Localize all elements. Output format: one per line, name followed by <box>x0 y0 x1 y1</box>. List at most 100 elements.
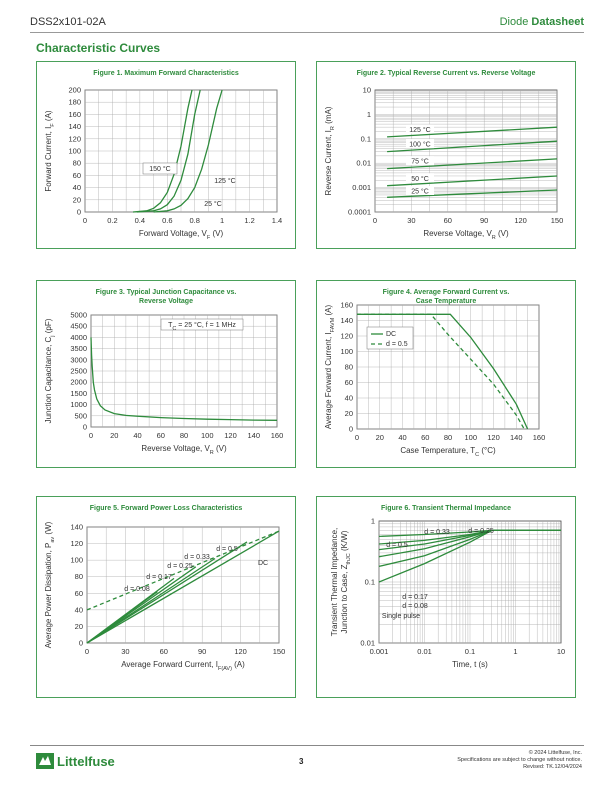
chart-title: Figure 6. Transient Thermal Impedance <box>381 505 511 512</box>
chart-title: Figure 2. Typical Reverse Current vs. Re… <box>357 70 536 77</box>
curve-annotation: d = 0.25 <box>468 528 494 535</box>
y-tick-label: 3000 <box>70 355 87 364</box>
chart-title: Figure 5. Forward Power Loss Characteris… <box>90 505 243 512</box>
y-tick-label: 0.1 <box>361 134 371 143</box>
x-tick-label: 0.8 <box>189 216 199 225</box>
curve-annotation: d = 0.17 <box>146 574 172 581</box>
x-tick-label: 40 <box>133 431 141 440</box>
x-tick-label: 60 <box>444 216 452 225</box>
y-tick-label: 2500 <box>70 367 87 376</box>
curve-annotation: 75 °C <box>411 158 429 166</box>
y-tick-label: 0.01 <box>360 639 375 648</box>
figure-1-panel: Figure 1. Maximum Forward Characteristic… <box>36 61 296 249</box>
series-line <box>387 140 558 153</box>
littelfuse-logo: Littelfuse <box>36 752 115 770</box>
x-tick-label: 100 <box>464 433 477 442</box>
logo-text: Littelfuse <box>57 753 115 769</box>
series-line <box>387 158 558 170</box>
annotation-box <box>406 156 434 166</box>
curve-annotation: 125 °C <box>409 126 430 134</box>
x-tick-label: 60 <box>157 431 165 440</box>
x-axis-label: Average Forward Current, IF(AV) (A) <box>121 660 245 672</box>
y-tick-label: 40 <box>345 394 353 403</box>
y-tick-label: 200 <box>68 86 81 95</box>
document-type: Diode Datasheet <box>500 16 584 28</box>
header-divider <box>30 32 584 33</box>
chart-figure-6: Figure 6. Transient Thermal Impedance 0.0… <box>330 505 565 669</box>
x-axis-label: Reverse Voltage, VR (V) <box>423 229 509 241</box>
y-tick-label: 1 <box>371 517 375 526</box>
chart-figure-3: Figure 3. Typical Junction Capacitance v… <box>44 289 284 456</box>
y-axis-label: Average Forward Current, IFAVM (A) <box>324 305 336 430</box>
x-tick-label: 140 <box>510 433 523 442</box>
x-tick-label: 0.01 <box>417 647 432 656</box>
x-tick-label: 30 <box>121 647 129 656</box>
x-axis-label: Case Temperature, TC (°C) <box>400 446 496 458</box>
legend-label-dc: DC <box>386 331 396 338</box>
section-title: Characteristic Curves <box>36 41 161 55</box>
series-line <box>357 313 529 430</box>
x-tick-label: 0.1 <box>465 647 475 656</box>
annotation-box <box>160 318 244 331</box>
footer-notice: © 2024 Littelfuse, Inc. Specifications a… <box>457 750 582 771</box>
y-tick-label: 500 <box>74 411 87 420</box>
x-tick-label: 150 <box>551 216 564 225</box>
x-tick-label: 20 <box>376 433 384 442</box>
y-tick-label: 120 <box>70 539 83 548</box>
series-line <box>90 337 278 421</box>
figure-5-panel: Figure 5. Forward Power Loss Characteris… <box>36 496 296 698</box>
x-tick-label: 90 <box>480 216 488 225</box>
curve-annotation: 125 °C <box>214 177 235 185</box>
y-tick-label: 60 <box>73 171 81 180</box>
y-tick-label: 140 <box>70 523 83 532</box>
curve-annotation: Single pulse <box>382 613 420 620</box>
x-tick-label: 1.4 <box>272 216 282 225</box>
curve-annotation: d = 0.08 <box>124 586 150 593</box>
y-tick-label: 0 <box>349 425 353 434</box>
curve-annotation: 50 °C <box>411 175 429 183</box>
x-tick-label: 90 <box>198 647 206 656</box>
annotation-box <box>406 139 434 149</box>
x-tick-label: 40 <box>398 433 406 442</box>
chart-figure-2: Figure 2. Typical Reverse Current vs. Re… <box>324 70 564 241</box>
figure-2-panel: Figure 2. Typical Reverse Current vs. Re… <box>316 61 576 249</box>
curve-annotation: d = 0.5 <box>216 546 238 553</box>
littelfuse-logo-icon <box>36 753 54 769</box>
chart-title-line-2: Case Temperature <box>416 298 477 305</box>
x-tick-label: 0.6 <box>162 216 172 225</box>
y-tick-label: 120 <box>340 332 353 341</box>
x-tick-label: 1 <box>513 647 517 656</box>
x-tick-label: 100 <box>201 431 214 440</box>
y-tick-label: 140 <box>68 122 81 131</box>
x-tick-label: 0.4 <box>135 216 145 225</box>
y-tick-label: 40 <box>75 605 83 614</box>
y-tick-label: 10 <box>363 86 371 95</box>
y-axis-label: Junction Capacitance, Cj (pF) <box>44 318 56 423</box>
y-tick-label: 160 <box>340 301 353 310</box>
x-tick-label: 140 <box>247 431 260 440</box>
x-tick-label: 10 <box>557 647 565 656</box>
y-tick-label: 160 <box>68 110 81 119</box>
y-tick-label: 140 <box>340 316 353 325</box>
y-axis-label-line-2: Junction to Case, ZthJC (K/W) <box>340 530 352 633</box>
curve-annotation-dc: DC <box>258 560 268 567</box>
x-axis-label: Time, t (s) <box>452 660 488 669</box>
x-tick-label: 150 <box>273 647 286 656</box>
series-line <box>132 89 193 213</box>
document-type-prefix: Diode <box>499 16 529 28</box>
annotation-box <box>406 124 434 134</box>
curve-annotation: d = 0.5 <box>386 542 408 549</box>
series-line <box>86 591 158 644</box>
curve-annotation: 25 °C <box>204 200 222 208</box>
y-tick-label: 0.01 <box>356 159 371 168</box>
y-tick-label: 40 <box>73 183 81 192</box>
annotation-box <box>406 173 434 183</box>
series-line <box>153 89 223 213</box>
y-tick-label: 0.001 <box>352 183 371 192</box>
y-tick-label: 5000 <box>70 311 87 320</box>
part-number: DSS2x101-02A <box>30 16 106 28</box>
annotation-box <box>142 162 178 175</box>
curve-annotation: d = 0.33 <box>184 554 210 561</box>
x-tick-label: 160 <box>271 431 284 440</box>
y-tick-label: 80 <box>345 363 353 372</box>
